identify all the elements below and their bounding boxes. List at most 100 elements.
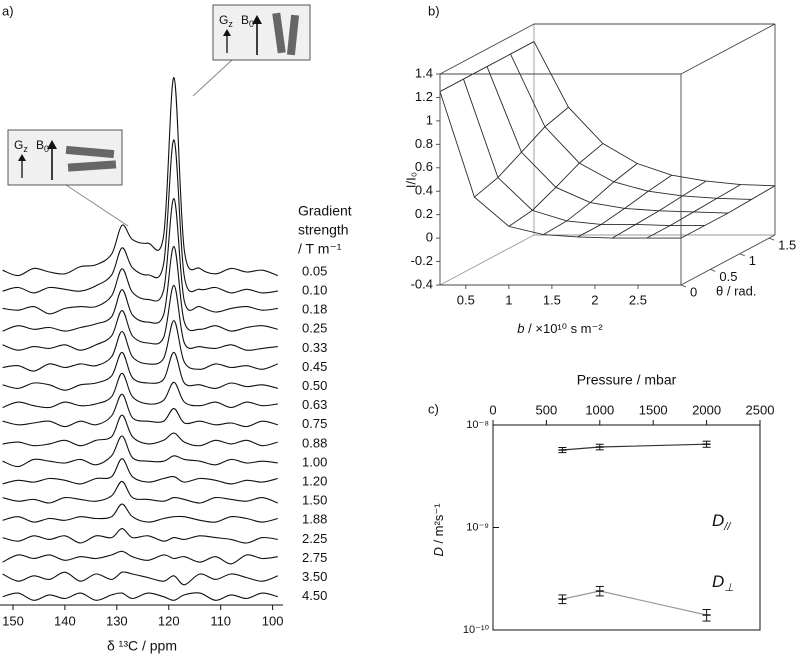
surface-row <box>463 78 705 227</box>
legend-entry: 0.63 <box>302 397 327 412</box>
box-edge <box>680 23 776 75</box>
molecule <box>286 14 300 56</box>
y-tick-label: 10⁻¹⁰ <box>463 624 490 636</box>
surface-row <box>486 66 729 214</box>
y-axis-symbol: D <box>431 547 446 556</box>
field-subscript: 0 <box>249 19 254 29</box>
x-tick-label: 2500 <box>746 402 775 417</box>
surface-column <box>474 106 569 198</box>
z-tick-label: 1 <box>426 112 433 127</box>
molecule <box>65 145 115 159</box>
legend-entry: 0.45 <box>302 359 327 374</box>
legend-entry: 0.50 <box>302 378 327 393</box>
z-tick-label: 0.6 <box>415 159 433 174</box>
legend-entry: 1.00 <box>302 454 327 469</box>
surface-column <box>680 185 776 239</box>
molecule <box>67 160 117 172</box>
panel-label: b) <box>428 3 440 18</box>
legend-title: strength <box>298 222 349 238</box>
surface-row <box>510 53 752 200</box>
x-axis-unit: / ×10¹⁰ s m⁻² <box>525 321 604 336</box>
callout-box <box>7 129 123 186</box>
spectrum <box>2 198 278 315</box>
spectrum <box>2 77 278 277</box>
series-label: D// <box>712 511 731 532</box>
legend-entry: 0.88 <box>302 435 327 450</box>
x-tick-label: 100 <box>262 613 284 628</box>
x-tick-label: 130 <box>106 613 128 628</box>
y-tick-label: 0 <box>690 284 697 299</box>
surface-column <box>611 180 707 239</box>
surface-column <box>577 174 672 238</box>
arrowhead <box>223 29 231 36</box>
legend-entry: 1.88 <box>302 512 327 527</box>
x-tick-label: 2000 <box>692 402 721 417</box>
x-tick-label: 140 <box>54 613 76 628</box>
legend-entry: 0.75 <box>302 416 327 431</box>
x-tick-label: 1500 <box>639 402 668 417</box>
box-edge <box>439 23 535 75</box>
spectrum <box>2 351 278 391</box>
legend-entry: 0.10 <box>302 283 327 298</box>
surface-column <box>646 184 741 239</box>
y-tick-label: 10⁻⁸ <box>466 419 489 431</box>
z-tick-label: 0.4 <box>415 183 433 198</box>
gradient-symbol: G <box>219 13 228 27</box>
callout-leader <box>192 59 233 97</box>
y-tick-label: 1 <box>749 253 756 268</box>
error-bar <box>595 443 604 451</box>
field-symbol: B <box>36 138 44 152</box>
series-symbol: D <box>712 511 724 530</box>
legend-entry: 4.50 <box>302 588 327 603</box>
error-bar <box>558 594 567 605</box>
spectrum <box>2 528 278 544</box>
surface-column <box>439 41 535 92</box>
legend-entry: 3.50 <box>302 569 327 584</box>
legend-entry: 1.20 <box>302 474 327 489</box>
box-edge <box>680 234 776 286</box>
x-axis-symbol: b <box>517 321 524 336</box>
z-tick-label: 0 <box>426 230 433 245</box>
y-tick-label: 1.5 <box>778 238 796 253</box>
gradient-subscript: z <box>228 19 233 29</box>
error-bar <box>595 585 604 597</box>
y-axis-label: D / m²s⁻¹ <box>431 503 446 557</box>
spectrum <box>2 372 278 409</box>
legend-entry: 1.50 <box>302 493 327 508</box>
x-tick-label: 120 <box>158 613 180 628</box>
x-tick-label: 150 <box>2 613 24 628</box>
z-axis-label: I/I₀ <box>403 172 418 188</box>
spectrum <box>2 550 278 565</box>
box-edge <box>439 234 535 286</box>
spectrum <box>2 320 279 372</box>
legend-title: / T m⁻¹ <box>298 241 342 257</box>
field-label: B0 <box>36 138 49 154</box>
gradient-label: Gz <box>14 138 28 154</box>
gradient-subscript: z <box>23 144 28 154</box>
x-tick-label: 1000 <box>585 402 614 417</box>
x-tick-label: 0.5 <box>457 292 475 307</box>
spectrum <box>2 284 278 351</box>
surface-row <box>533 41 776 187</box>
series-subscript: ⊥ <box>724 582 734 594</box>
spectrum <box>2 571 279 586</box>
y-tick <box>680 284 687 288</box>
callout-leader <box>65 184 129 227</box>
x-tick-label: 2.5 <box>629 292 647 307</box>
legend-entry: 0.18 <box>302 302 327 317</box>
arrowhead <box>18 154 26 161</box>
y-tick <box>710 268 716 272</box>
x-axis-label: b / ×10¹⁰ s m⁻² <box>517 321 603 336</box>
error-bar <box>702 440 711 448</box>
spectrum <box>2 480 279 504</box>
legend-entry: 0.25 <box>302 321 327 336</box>
z-tick-label: 1.4 <box>415 65 433 80</box>
x-tick-label: 110 <box>210 613 231 628</box>
y-axis-label: θ / rad. <box>716 283 756 298</box>
spectrum <box>2 139 278 294</box>
z-tick-label: 0.8 <box>415 136 433 151</box>
spectrum <box>2 435 278 468</box>
y-tick-label: 0.5 <box>719 269 737 284</box>
series-label: D⊥ <box>712 572 734 593</box>
